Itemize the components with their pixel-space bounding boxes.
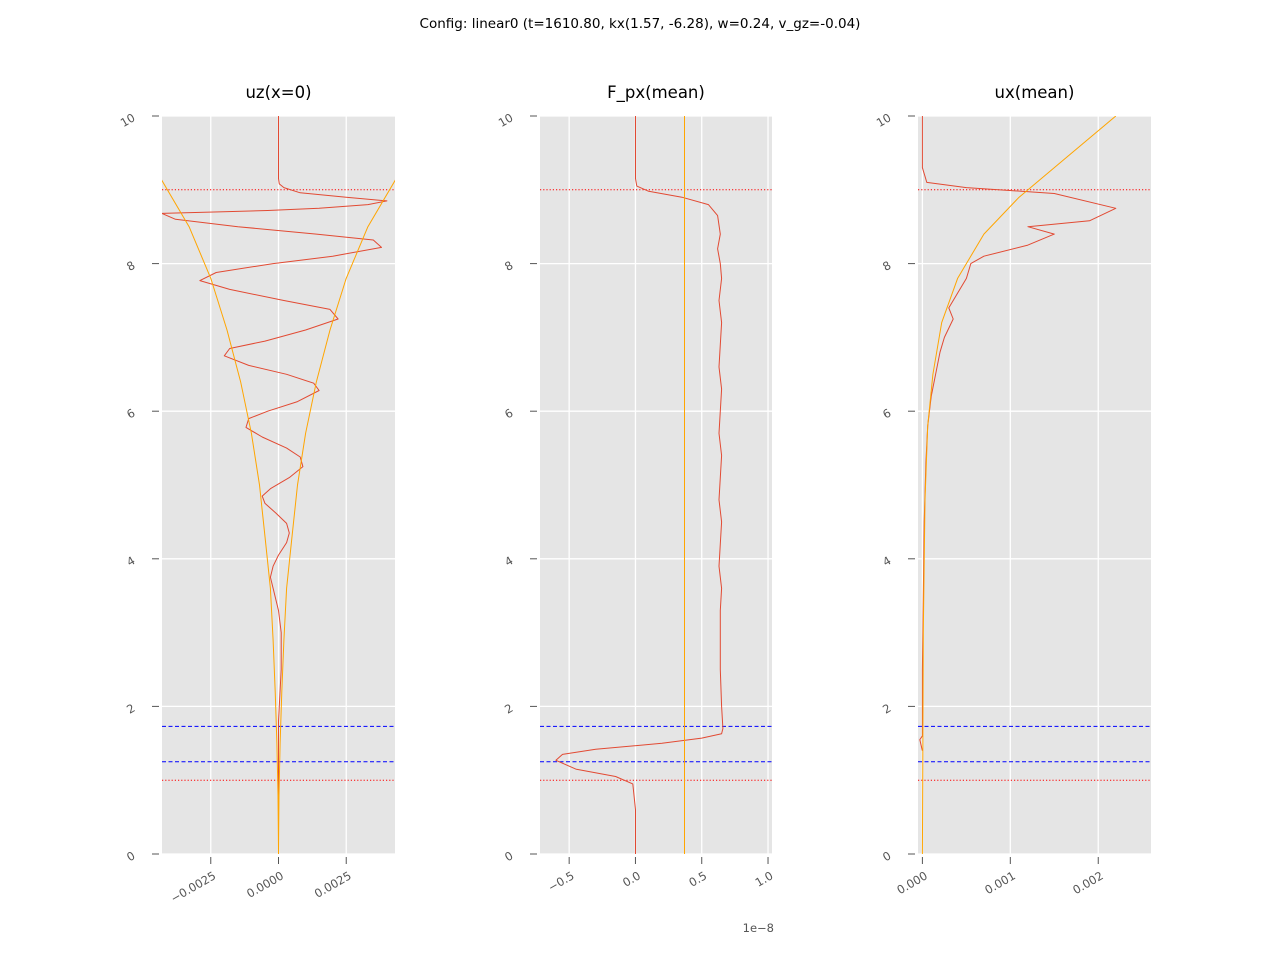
y-tick-label: 2 — [124, 701, 137, 717]
y-tick-label: 2 — [880, 701, 893, 717]
x-tick-label: 0.001 — [982, 868, 1018, 897]
y-tick-label: 10 — [496, 110, 516, 129]
x-tick-label: 0.0000 — [244, 868, 286, 900]
series-line-2 — [278, 179, 395, 854]
panel-title: uz(x=0) — [245, 83, 311, 102]
x-tick-label: 0.0 — [620, 868, 643, 889]
y-tick-label: 6 — [502, 406, 515, 422]
x-tick-label: 1.0 — [753, 868, 776, 889]
plot-area — [162, 116, 395, 854]
y-tick-label: 2 — [502, 701, 515, 717]
x-tick-label: −0.0025 — [168, 868, 218, 905]
series-line-1 — [162, 179, 279, 854]
y-tick-label: 0 — [880, 848, 893, 864]
y-tick-label: 4 — [880, 553, 893, 569]
plot-background — [540, 116, 772, 854]
panel-title: F_px(mean) — [607, 83, 705, 103]
x-tick-label: 0.0025 — [312, 868, 354, 900]
figure-suptitle: Config: linear0 (t=1610.80, kx(1.57, -6.… — [419, 16, 861, 32]
plot-area — [918, 116, 1151, 854]
y-tick-label: 6 — [124, 406, 137, 422]
x-tick-label: 0.5 — [686, 868, 709, 889]
series-line-0 — [555, 116, 724, 854]
x-offset-label: 1e−8 — [743, 921, 774, 935]
y-tick-label: 4 — [124, 553, 137, 569]
panel-fpx: 0 2 4 6 8 10 −0.5 0.0 0.5 1.0 F_px(mean) 1e−8 — [496, 83, 776, 935]
plot-area — [540, 116, 772, 854]
plot-background — [918, 116, 1151, 854]
x-tick-label: 0.002 — [1070, 868, 1106, 897]
panel-ux: 0 2 4 6 8 10 0.000 0.001 0.002 ux(mean) — [874, 83, 1151, 897]
series-line-1 — [921, 116, 1117, 854]
y-tick-label: 8 — [502, 258, 515, 274]
y-tick-label: 8 — [124, 258, 137, 274]
y-tick-label: 10 — [874, 110, 894, 129]
y-tick-label: 10 — [118, 110, 138, 129]
y-tick-label: 8 — [880, 258, 893, 274]
y-tick-label: 4 — [502, 553, 515, 569]
series-line-0 — [162, 116, 388, 854]
x-tick-label: 0.000 — [894, 868, 930, 897]
panel-title: ux(mean) — [995, 83, 1075, 102]
x-tick-label: −0.5 — [545, 868, 576, 894]
y-tick-label: 6 — [880, 406, 893, 422]
y-tick-label: 0 — [502, 848, 515, 864]
y-tick-label: 0 — [124, 848, 137, 864]
panel-uz: 0 2 4 6 8 10 −0.0025 0.0000 0.0025 uz(x=0) — [118, 83, 395, 906]
